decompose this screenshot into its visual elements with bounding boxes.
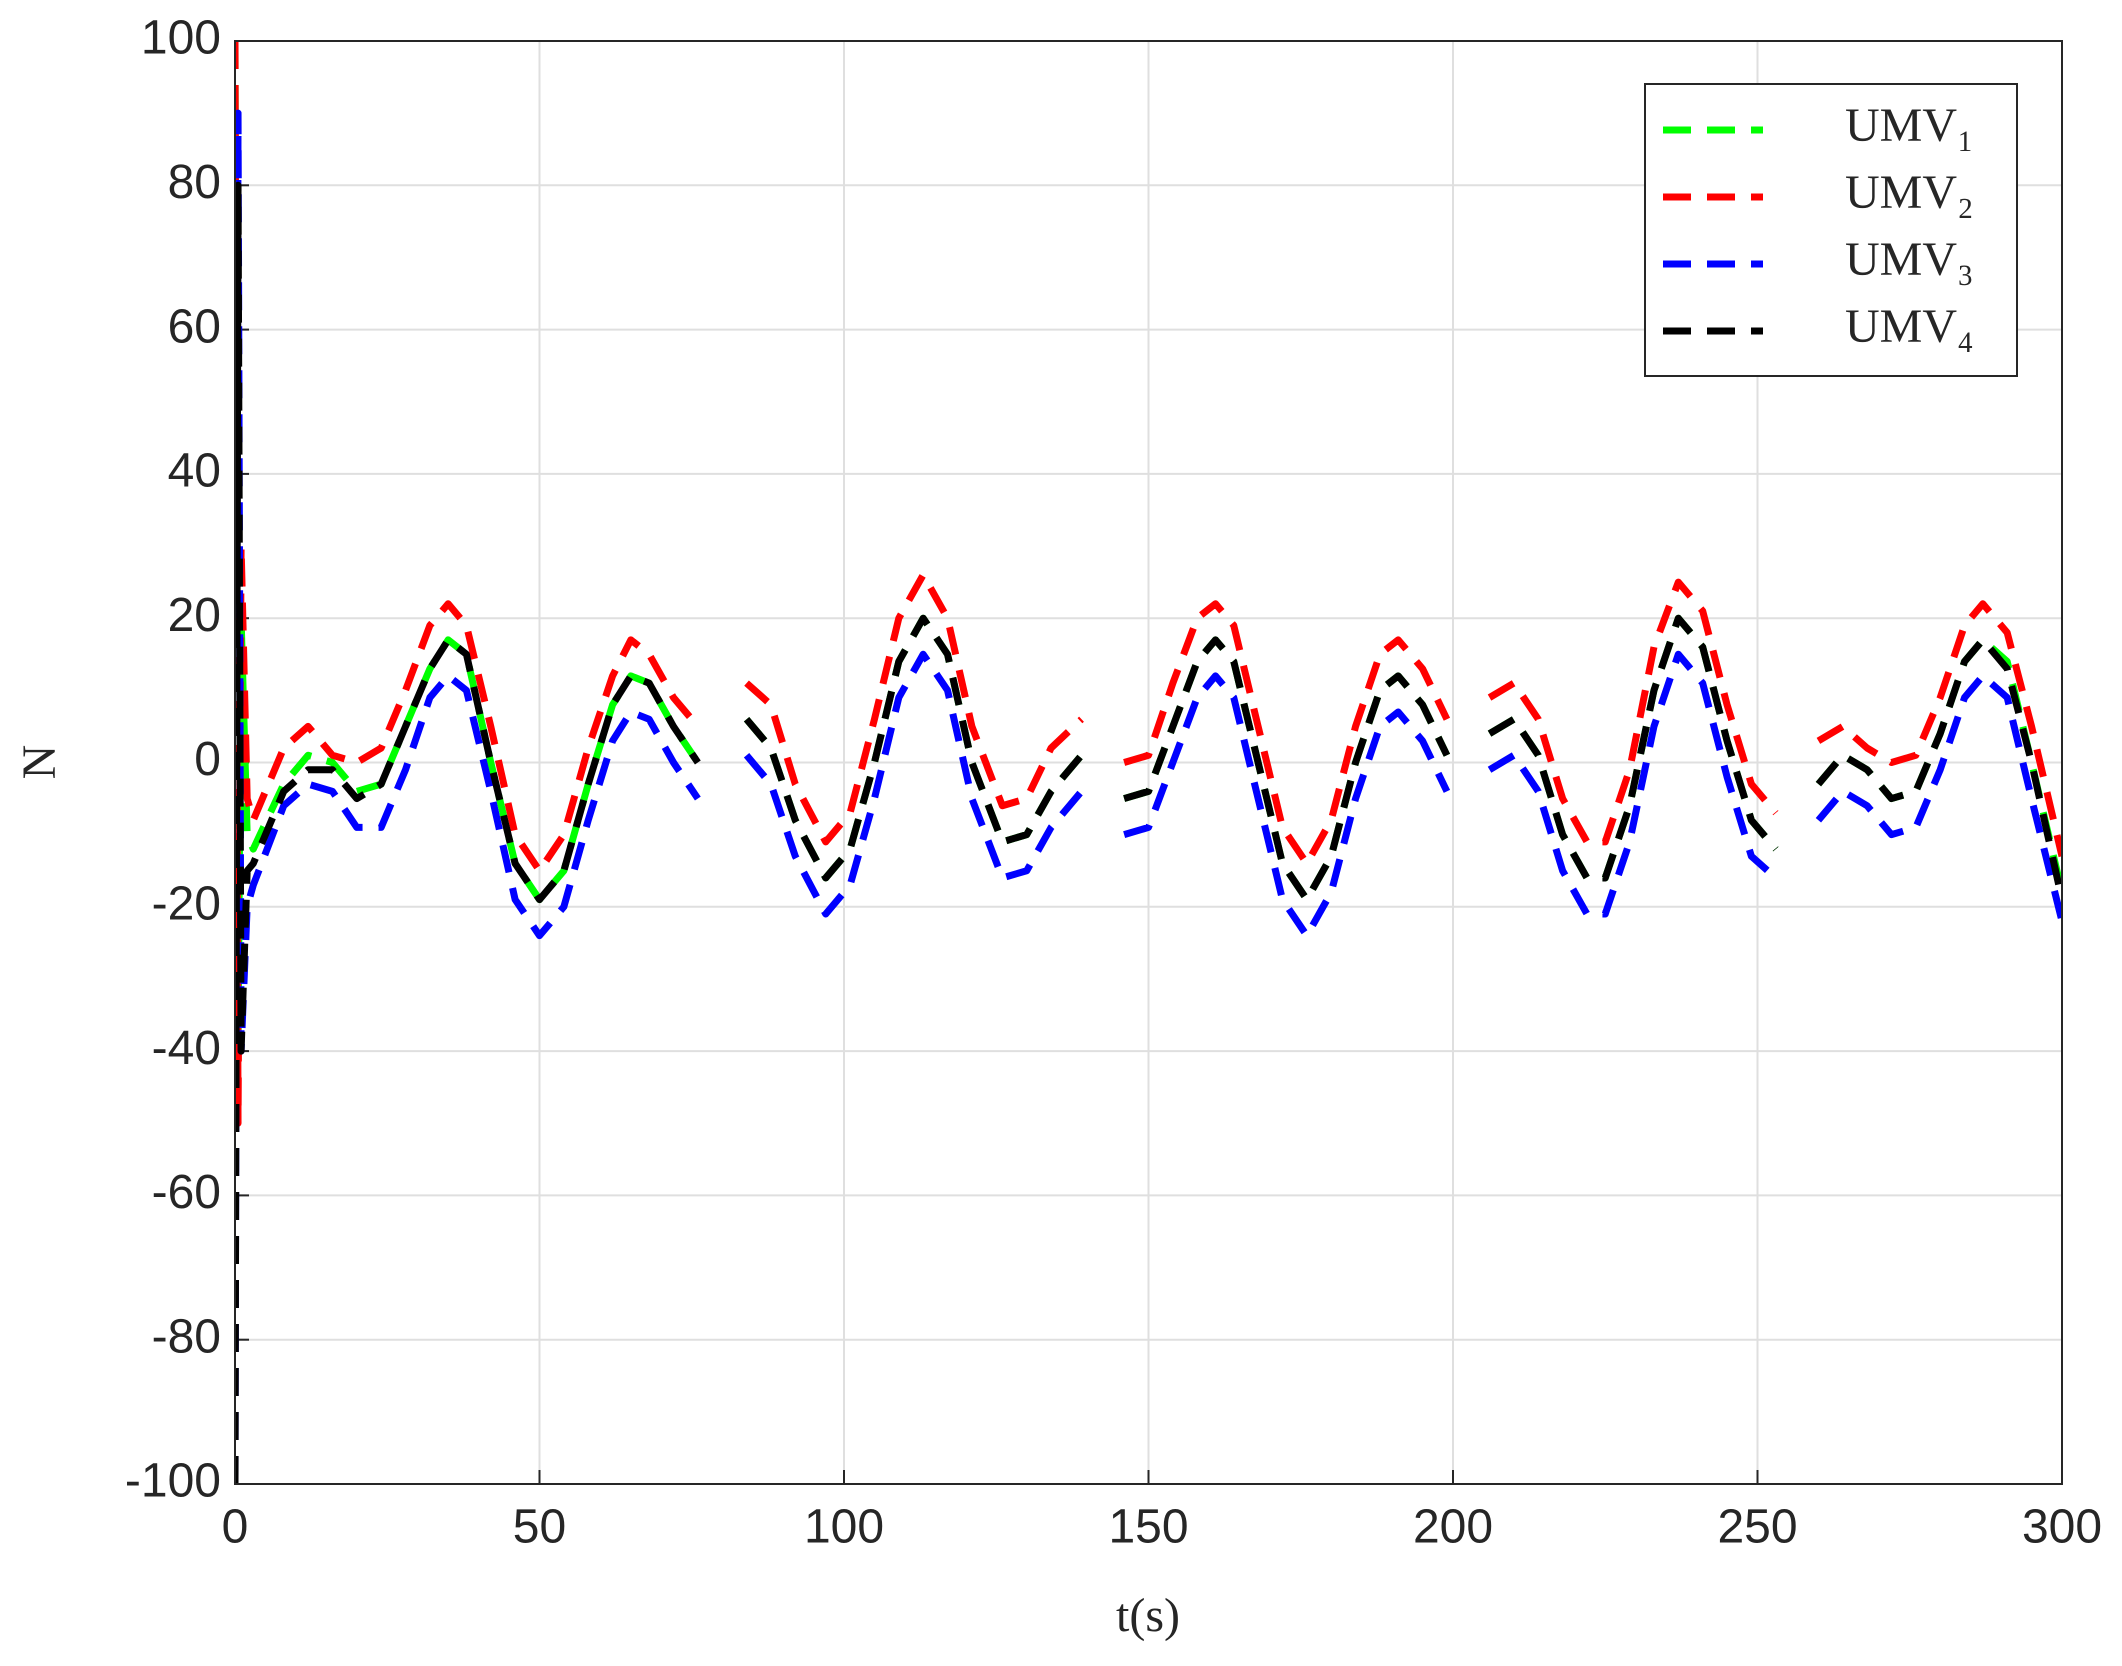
- series-line: [235, 41, 2062, 1127]
- legend-label: UMV₃: [1845, 233, 1974, 286]
- x-axis-label: t(s): [1116, 1589, 1180, 1642]
- y-tick-label: -100: [125, 1455, 221, 1508]
- y-tick-label: 20: [168, 589, 221, 642]
- y-tick-label: -60: [152, 1166, 221, 1219]
- x-tick-label: 300: [2022, 1501, 2102, 1554]
- x-tick-label: 150: [1108, 1501, 1188, 1554]
- series-line: [235, 181, 2062, 1484]
- y-tick-label: 80: [168, 156, 221, 209]
- x-tick-label: 250: [1717, 1501, 1797, 1554]
- x-tick-label: 100: [804, 1501, 884, 1554]
- y-tick-label: 40: [168, 445, 221, 498]
- plot-frame: [234, 40, 2063, 1485]
- y-axis-label: N: [13, 745, 66, 780]
- y-tick-label: -80: [152, 1310, 221, 1363]
- x-tick-label: 200: [1413, 1501, 1493, 1554]
- y-tick-label: -40: [152, 1022, 221, 1075]
- x-tick-label: 50: [513, 1501, 566, 1554]
- y-tick-label: -20: [152, 877, 221, 930]
- legend-label: UMV₂: [1845, 166, 1974, 219]
- x-tick-label: 0: [222, 1501, 249, 1554]
- series-line: [235, 109, 2062, 1484]
- y-tick-label: 0: [194, 733, 221, 786]
- legend-label: UMV₄: [1845, 300, 1974, 353]
- legend-label: UMV₁: [1845, 99, 1974, 152]
- y-tick-label: 100: [141, 12, 221, 65]
- y-tick-label: 60: [168, 300, 221, 353]
